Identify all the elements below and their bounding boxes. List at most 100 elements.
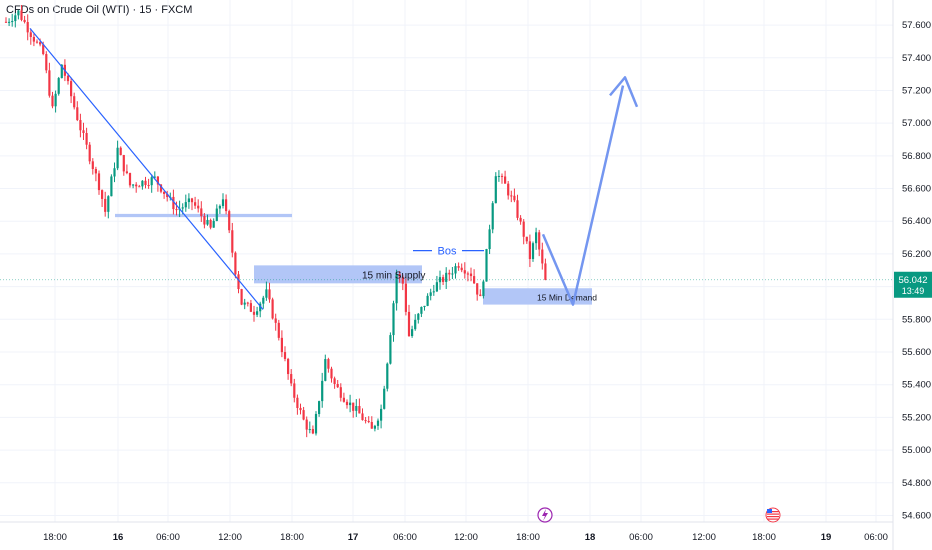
forecast-arrow [541, 85, 625, 306]
candle-body [39, 42, 42, 45]
x-tick-label: 18:00 [516, 532, 540, 543]
candle-body [221, 199, 225, 206]
candle-body [113, 168, 116, 177]
candle-body [150, 177, 153, 186]
candle-body [311, 429, 314, 434]
candle-body [541, 249, 544, 264]
candle-body [500, 175, 504, 177]
candle-body [203, 216, 206, 225]
candle-body [392, 303, 395, 336]
candle-body [296, 397, 299, 408]
candle-body [302, 410, 305, 420]
candle-body [435, 282, 438, 292]
candle-body [147, 185, 150, 187]
candle-body [268, 289, 271, 300]
candle-body [215, 208, 218, 221]
candle-body [513, 195, 516, 201]
candle-body [94, 168, 97, 174]
candle-body [516, 200, 519, 218]
y-tick-label: 56.200 [902, 249, 931, 260]
candle-body [290, 374, 293, 384]
y-tick-label: 55.800 [902, 314, 931, 325]
candle-body [438, 277, 442, 283]
candle-body [91, 161, 94, 169]
candle-body [42, 44, 45, 55]
price-tag-value: 56.042 [898, 275, 927, 286]
candle-body [187, 198, 190, 203]
candle-body [417, 313, 420, 320]
candle-body [352, 402, 355, 411]
candle-body [271, 299, 274, 319]
candle-body [51, 95, 54, 107]
candle-body [11, 21, 14, 23]
candle-body [166, 193, 169, 198]
y-tick-label: 55.000 [902, 445, 931, 456]
candle-body [361, 413, 364, 421]
candle-body [122, 155, 125, 172]
candle-body [463, 270, 466, 274]
candle-body [23, 19, 26, 23]
forecast-arrowhead [609, 76, 639, 108]
y-tick-label: 55.200 [902, 412, 931, 423]
candle-body [184, 202, 187, 208]
candle-body [163, 191, 166, 194]
candle-body [97, 173, 101, 191]
candle-body [432, 291, 435, 293]
candle-body [252, 311, 256, 315]
candle-body [485, 249, 488, 282]
candle-body [482, 281, 485, 297]
candle-body [17, 10, 20, 16]
candle-body [231, 230, 234, 253]
candle-body [135, 184, 138, 187]
candle-body [528, 241, 531, 260]
candle-body [522, 221, 525, 237]
candle-body [265, 289, 268, 298]
candle-body [104, 198, 107, 212]
x-tick-label: 06:00 [393, 532, 417, 543]
candle-body [73, 96, 76, 108]
candle-body [132, 184, 135, 186]
candle-body [209, 219, 212, 228]
candle-body [466, 273, 469, 275]
candle-body [156, 176, 159, 185]
candle-body [395, 273, 398, 304]
candle-body [339, 387, 342, 398]
candle-body [206, 219, 209, 225]
candle-body [159, 184, 163, 192]
y-tick-label: 57.600 [902, 20, 931, 31]
candle-body [497, 175, 500, 177]
candle-body [476, 283, 479, 295]
candle-body [101, 190, 104, 199]
candle-body [386, 363, 389, 389]
candle-body [305, 419, 308, 430]
candle-body [256, 311, 259, 315]
candle-body [342, 397, 345, 402]
candle-body [175, 209, 178, 211]
candle-body [345, 401, 349, 406]
x-tick-label: 18 [585, 532, 596, 543]
candle-body [287, 358, 290, 375]
candle-body [194, 202, 197, 206]
candle-body [494, 176, 497, 204]
candle-body [85, 132, 88, 145]
candle-body [70, 81, 73, 97]
us-flag-stripe [767, 518, 779, 520]
candle-body [411, 329, 414, 337]
candle-body [88, 144, 91, 162]
candle-body [330, 368, 333, 379]
candle-body [262, 297, 265, 304]
candle-body [398, 273, 401, 277]
candle-body [218, 205, 221, 209]
candle-body [426, 295, 429, 306]
x-tick-label: 06:00 [156, 532, 180, 543]
x-tick-label: 06:00 [629, 532, 653, 543]
candle-body [153, 176, 156, 178]
candle-body [370, 421, 373, 429]
x-tick-label: 12:00 [218, 532, 242, 543]
candle-body [116, 147, 119, 169]
candle-body [429, 292, 432, 296]
candle-body [389, 335, 392, 364]
candle-body [314, 413, 318, 434]
price-tag-countdown: 13:49 [902, 286, 925, 296]
